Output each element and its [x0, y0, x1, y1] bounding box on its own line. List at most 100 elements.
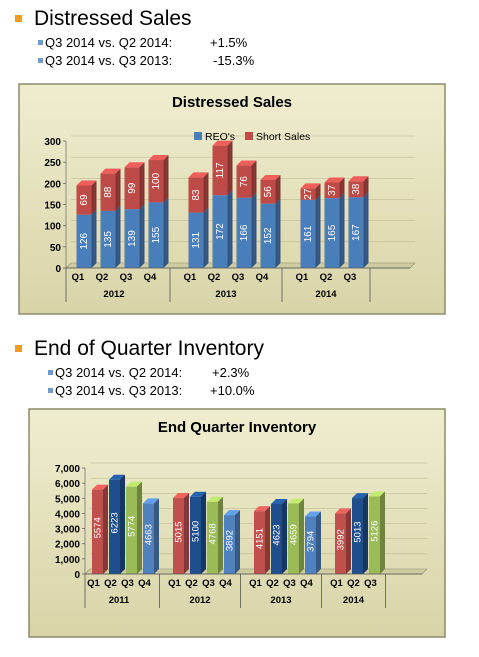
data-label-short-sales: 27: [303, 188, 314, 200]
bar-inventory: [271, 498, 287, 574]
bar-inventory: [173, 493, 189, 574]
sub-bullet-icon: [38, 40, 43, 45]
bar-short-sales: [124, 162, 145, 210]
data-label-short-sales: 83: [191, 189, 202, 201]
quarter-label: Q3: [344, 272, 357, 283]
data-label-reo: 165: [327, 224, 338, 241]
y-tick-label: 4,000: [55, 509, 80, 520]
bar-short-sales: [148, 155, 169, 203]
data-label-reo: 167: [351, 224, 362, 241]
quarter-label: Q2: [320, 272, 333, 283]
data-label-short-sales: 76: [239, 176, 250, 188]
comparison-value: -15.3%: [213, 53, 255, 68]
bar-short-sales: [76, 180, 97, 215]
quarter-label: Q2: [185, 578, 198, 589]
quarter-label: Q2: [208, 272, 221, 283]
quarter-label: Q1: [184, 272, 197, 283]
data-label-reo: 131: [191, 231, 202, 248]
data-label-short-sales: 117: [215, 162, 226, 178]
y-tick-label: 5,000: [55, 494, 80, 505]
comparison-value: +2.3%: [212, 365, 250, 380]
year-label: 2013: [270, 595, 291, 606]
quarter-label: Q4: [256, 272, 269, 283]
quarter-label: Q3: [120, 272, 133, 283]
bar-short-sales: [324, 177, 345, 199]
bar-inventory: [190, 491, 206, 574]
data-label-inventory: 5100: [191, 521, 202, 542]
data-label-inventory: 5126: [370, 521, 381, 542]
data-label-reo: 139: [127, 230, 138, 247]
quarter-label: Q2: [347, 578, 360, 589]
sub-bullet-icon: [48, 388, 53, 393]
bar-inventory: [335, 508, 351, 574]
bar-inventory: [369, 491, 385, 574]
end-quarter-inventory-chart: End Quarter Inventory 0 1,000 2,000 3,000 4,0…: [28, 408, 446, 638]
quarter-label: Q4: [300, 578, 313, 589]
data-label-short-sales: 69: [79, 194, 90, 206]
data-label-short-sales: 56: [263, 186, 274, 198]
bar-short-sales: [188, 172, 209, 213]
data-label-inventory: 3892: [225, 530, 236, 551]
quarter-label: Q2: [96, 272, 109, 283]
quarter-label: Q1: [72, 272, 85, 283]
section-bullet-icon: [15, 345, 22, 352]
data-label-reo: 126: [79, 233, 90, 250]
data-label-inventory: 5774: [127, 516, 138, 537]
quarter-label: Q1: [168, 578, 181, 589]
data-label-short-sales: 88: [103, 186, 114, 198]
comparison-label: Q3 2014 vs. Q2 2014:: [45, 35, 173, 50]
quarter-label: Q4: [219, 578, 232, 589]
inventory-section: End of Quarter Inventory Q3 2014 vs. Q2 …: [0, 330, 479, 657]
bar-short-sales: [260, 174, 281, 204]
comparison-label: Q3 2014 vs. Q3 2013:: [55, 383, 183, 398]
data-label-short-sales: 38: [351, 183, 362, 195]
quarter-label: Q4: [144, 272, 157, 283]
quarter-label: Q4: [138, 578, 151, 589]
data-label-inventory: 4659: [289, 524, 300, 545]
quarter-label: Q1: [87, 578, 100, 589]
y-tick-label: 300: [44, 137, 61, 148]
bar-inventory: [92, 484, 108, 574]
bar-inventory: [126, 481, 142, 574]
sub-bullet-icon: [48, 370, 53, 375]
data-label-reo: 155: [151, 226, 162, 243]
data-label-inventory: 4623: [272, 524, 283, 545]
data-label-short-sales: 99: [127, 182, 138, 194]
quarter-label: Q3: [232, 272, 245, 283]
bar-inventory: [109, 474, 125, 574]
data-label-reo: 135: [103, 231, 114, 248]
legend-swatch-short-sales: [245, 132, 253, 140]
y-tick-label: 3,000: [55, 525, 80, 536]
y-tick-label: 150: [44, 201, 61, 212]
legend-swatch-reo: [194, 132, 202, 140]
y-tick-label: 0: [74, 570, 80, 581]
chart-title: Distressed Sales: [172, 94, 292, 111]
section-bullet-icon: [15, 15, 22, 22]
data-label-reo: 166: [239, 224, 250, 241]
quarter-label: Q3: [364, 578, 377, 589]
data-label-inventory: 3794: [306, 531, 317, 552]
y-tick-label: 200: [44, 179, 61, 190]
bar-inventory: [143, 498, 159, 574]
y-tick-label: 2,000: [55, 540, 80, 551]
y-tick-label: 6,000: [55, 479, 80, 490]
comparison-label: Q3 2014 vs. Q2 2014:: [55, 365, 183, 380]
bar-short-sales: [236, 160, 257, 198]
data-label-short-sales: 37: [327, 184, 338, 196]
bar-short-sales: [212, 140, 233, 196]
data-label-inventory: 4663: [144, 524, 155, 545]
y-tick-label: 100: [44, 222, 61, 233]
data-label-reo: 172: [215, 223, 226, 240]
sub-bullet-icon: [38, 58, 43, 63]
bar-inventory: [254, 506, 270, 574]
data-label-reo: 161: [303, 225, 314, 242]
bar-inventory: [224, 510, 240, 574]
data-label-inventory: 5574: [93, 517, 104, 538]
legend-label: Short Sales: [256, 131, 310, 143]
year-label: 2013: [215, 289, 236, 300]
comparison-value: +10.0%: [210, 383, 255, 398]
y-tick-label: 1,000: [55, 555, 80, 566]
year-label: 2012: [103, 289, 124, 300]
data-label-inventory: 5013: [353, 521, 364, 542]
bar-short-sales: [100, 168, 121, 211]
